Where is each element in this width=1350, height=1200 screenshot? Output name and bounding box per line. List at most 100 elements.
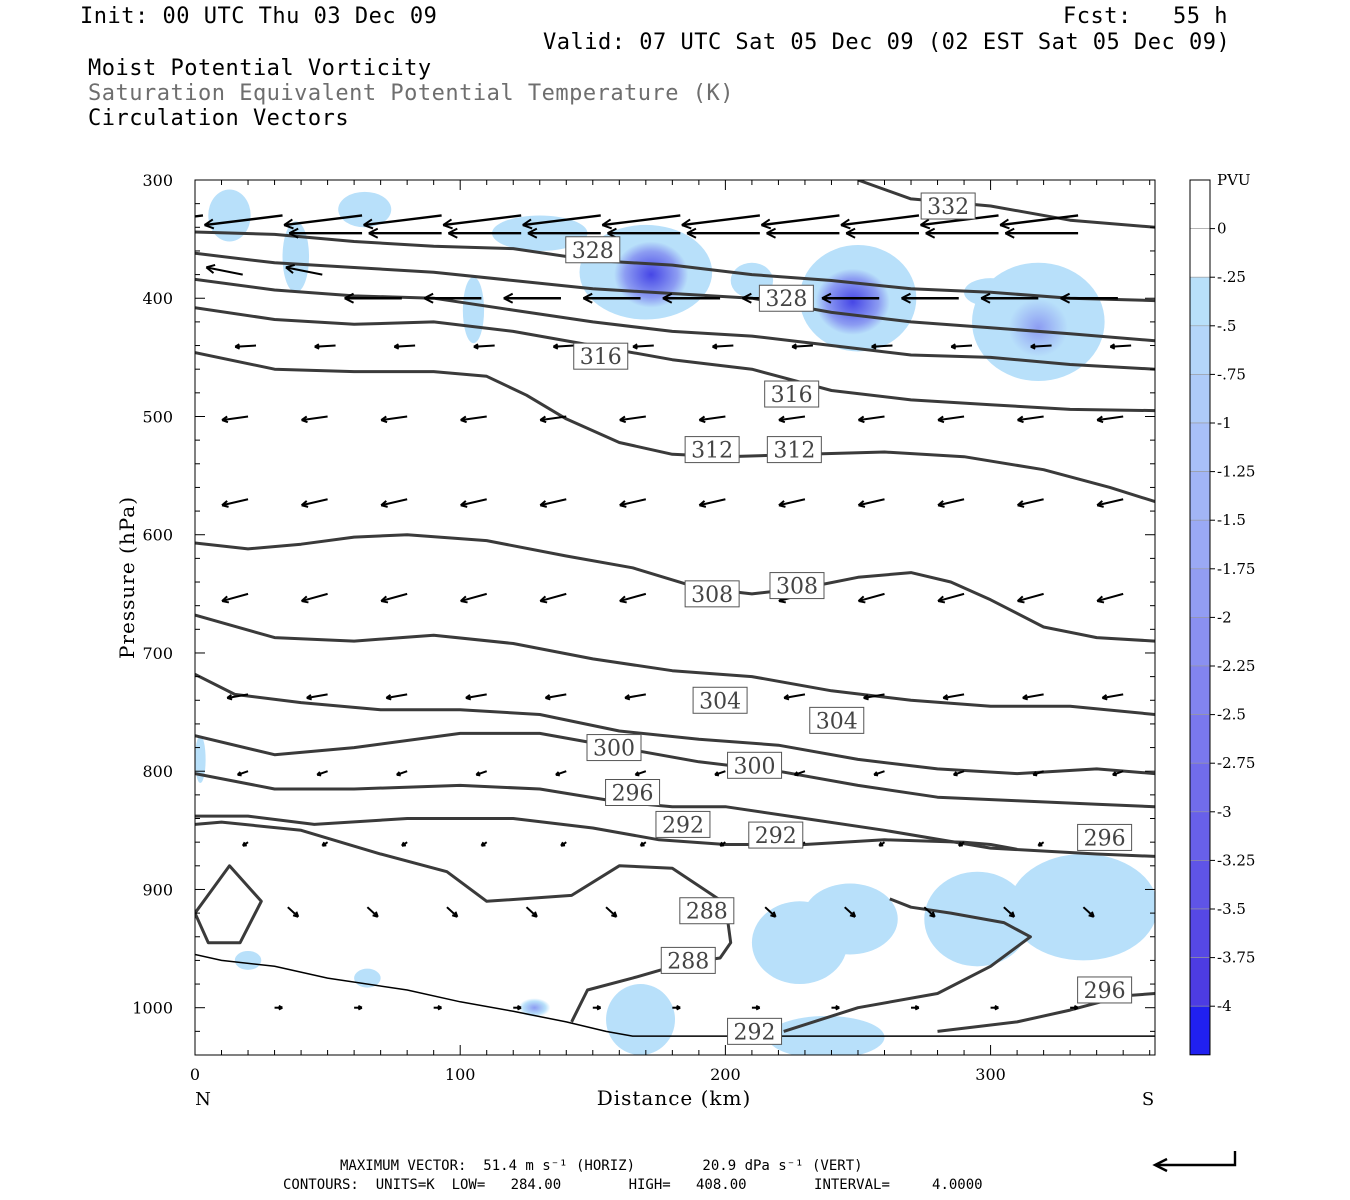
contour-label: 312: [766, 436, 822, 464]
circulation-vector: [619, 415, 646, 424]
contour-label: 292: [727, 1017, 783, 1045]
colorbar-cell: [1189, 811, 1211, 861]
circulation-vector: [321, 841, 329, 847]
circulation-vector: [990, 1004, 999, 1011]
circulation-vector: [1032, 770, 1044, 777]
contour-label: 308: [684, 580, 740, 608]
circulation-vector: [714, 770, 726, 777]
contour-label: 328: [565, 236, 621, 264]
theta-e-contour: [195, 864, 263, 945]
circulation-vector: [1096, 415, 1124, 424]
circulation-vector: [274, 1004, 283, 1011]
colorbar-cell: [1189, 568, 1211, 618]
circulation-vector: [446, 906, 459, 918]
circulation-vector: [632, 343, 654, 350]
contour-label: 300: [727, 751, 783, 779]
circulation-vector: [234, 343, 257, 350]
svg-text:304: 304: [699, 689, 741, 714]
circulation-vector: [712, 343, 734, 350]
svg-text:316: 316: [580, 345, 622, 370]
circulation-vector: [539, 498, 567, 508]
svg-text:308: 308: [691, 583, 733, 608]
theta-e-contour: [195, 533, 1155, 643]
circulation-vector: [957, 841, 965, 847]
svg-text:288: 288: [686, 900, 728, 925]
colorbar-tick-label: -2.25: [1217, 657, 1255, 675]
svg-text:296: 296: [1084, 979, 1126, 1004]
circulation-vector: [236, 770, 249, 777]
y-tick-label: 800: [142, 762, 173, 781]
contour-label: 296: [605, 779, 661, 807]
svg-text:316: 316: [771, 383, 813, 408]
svg-text:296: 296: [1084, 826, 1126, 851]
circulation-vector: [301, 415, 328, 424]
init-time: Init: 00 UTC Thu 03 Dec 09: [80, 4, 438, 29]
circulation-vector: [460, 592, 487, 604]
contour-label: 316: [764, 380, 820, 408]
circulation-vector: [1101, 693, 1124, 701]
circulation-vector: [522, 214, 601, 230]
theta-e-contour: [783, 897, 1032, 1033]
circulation-vector: [385, 693, 408, 701]
circulation-vector: [937, 592, 965, 604]
svg-text:328: 328: [765, 287, 807, 312]
circulation-vector: [950, 343, 973, 350]
circulation-vector: [942, 693, 965, 701]
circulation-vector: [672, 1004, 681, 1011]
circulation-vector: [288, 227, 363, 239]
circulation-vector: [1096, 498, 1124, 508]
circulation-vector: [1096, 592, 1124, 604]
colorbar-cell: [1189, 860, 1211, 910]
contour-label: 288: [679, 897, 735, 925]
circulation-vector: [624, 693, 646, 701]
contour-label: 328: [758, 284, 814, 312]
colorbar-cell: [1189, 228, 1211, 278]
circulation-vector: [857, 498, 885, 508]
circulation-vector: [221, 498, 249, 508]
circulation-vector: [226, 693, 249, 701]
contour-label: 288: [660, 946, 716, 974]
circulation-vector: [423, 292, 482, 304]
contour-label: 304: [692, 686, 748, 714]
circulation-vector: [619, 592, 647, 604]
x-tick-label: 100: [445, 1065, 476, 1084]
circulation-vector: [1003, 906, 1016, 918]
x-end-label-north: N: [195, 1089, 211, 1110]
y-tick-label: 600: [142, 526, 173, 545]
colorbar-tick-label: -3.75: [1217, 949, 1255, 967]
pv-region: [234, 950, 262, 970]
svg-text:308: 308: [776, 575, 818, 600]
svg-text:304: 304: [816, 709, 858, 734]
circulation-vector: [205, 263, 243, 276]
colorbar-tick-label: -3.5: [1217, 900, 1246, 918]
circulation-vector: [527, 227, 601, 239]
colorbar-cell: [1189, 422, 1211, 472]
circulation-vector: [344, 292, 402, 304]
circulation-vector: [552, 343, 575, 350]
circulation-vector: [845, 227, 919, 239]
y-tick-label: 500: [142, 407, 173, 426]
theta-e-contour: [195, 251, 1155, 343]
circulation-vector: [300, 592, 328, 604]
svg-text:312: 312: [691, 439, 733, 464]
colorbar-cell: [1189, 762, 1211, 813]
pv-region: [1009, 854, 1155, 961]
circulation-vector: [1016, 498, 1044, 508]
circulation-vector: [539, 415, 567, 424]
x-end-label-south: S: [1142, 1089, 1154, 1110]
theta-e-contour: [857, 180, 1155, 229]
contour-label: 292: [748, 821, 804, 849]
circulation-vector: [634, 770, 647, 777]
circulation-vector: [539, 592, 567, 604]
theta-e-contour: [195, 820, 733, 1023]
circulation-vector: [901, 292, 959, 304]
circulation-vector: [871, 343, 893, 350]
circulation-vector: [203, 214, 283, 230]
circulation-vector: [1016, 592, 1044, 604]
circulation-vector: [525, 906, 538, 918]
colorbar-tick-label: -2.5: [1217, 706, 1246, 724]
circulation-vector: [393, 343, 416, 350]
plot-frame: [194, 179, 1156, 1056]
circulation-vector: [221, 415, 249, 424]
contour-label: 308: [769, 572, 825, 600]
